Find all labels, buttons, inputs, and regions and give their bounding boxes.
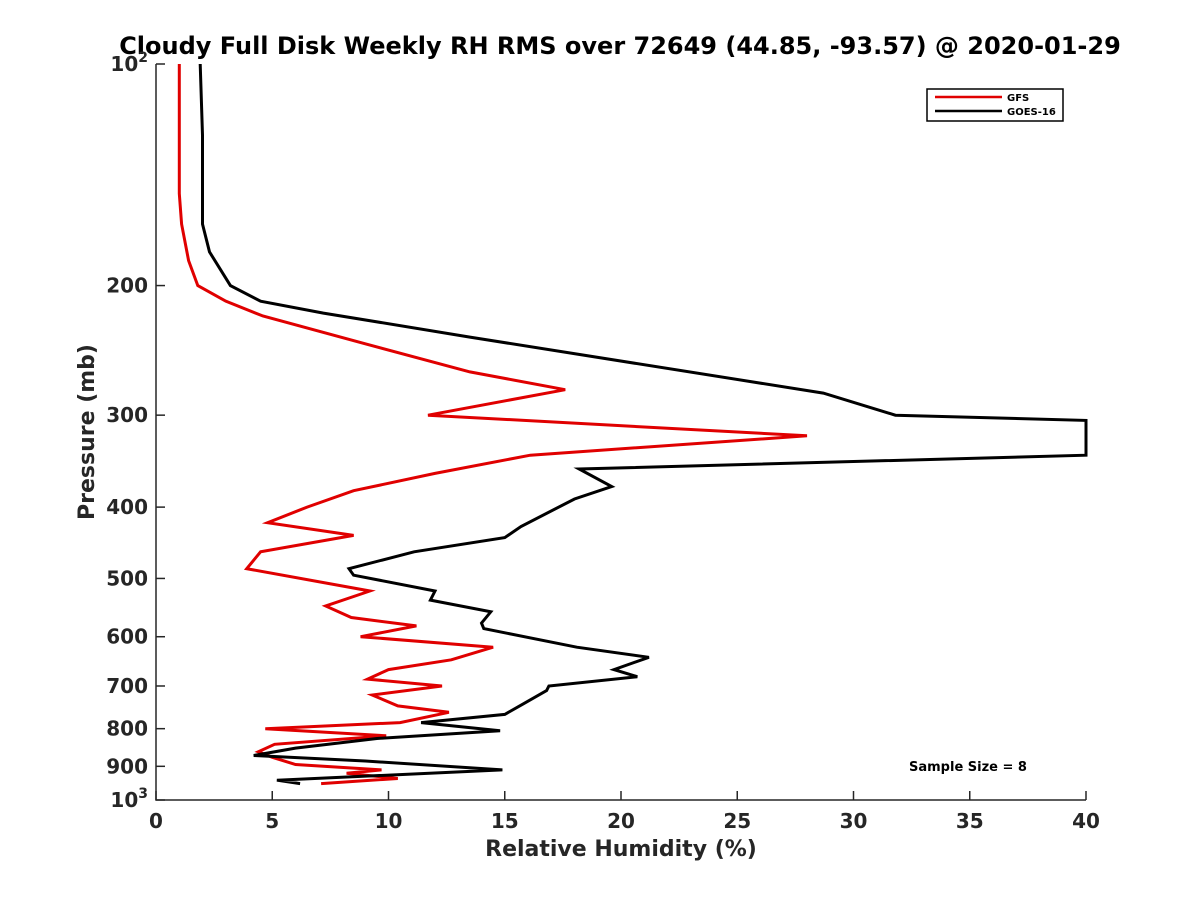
sample-size-annotation: Sample Size = 8 [909,760,1027,775]
series-line-goes16 [198,63,1088,786]
y-tick-label: 600 [106,625,148,649]
y-tick-label: 200 [106,274,148,298]
y-tick-label: 700 [106,674,148,698]
x-tick-label: 30 [840,809,868,833]
x-tick-label: 20 [607,809,635,833]
x-tick-label: 0 [149,809,163,833]
y-tick-label: 900 [106,754,148,778]
y-tick-label: 102 [110,50,148,76]
chart-title: Cloudy Full Disk Weekly RH RMS over 7264… [119,32,1121,60]
legend: GFS GOES-16 [926,88,1064,122]
series-line-gfs [177,64,808,786]
legend-box [926,88,1064,122]
y-axis-ticks: 102 200 300 400 500 600 700 800 900 103 [106,50,165,812]
x-tick-label: 15 [491,809,519,833]
x-tick-label: 25 [723,809,751,833]
y-axis-label: Pressure (mb) [75,344,100,520]
plot-lines [177,63,1088,786]
y-tick-label: 103 [110,786,148,812]
y-tick-label: 800 [106,717,148,741]
legend-entry-gfs: GFS [1007,93,1029,104]
x-tick-label: 10 [375,809,403,833]
x-tick-label: 35 [956,809,984,833]
x-axis-ticks: 0 5 10 15 20 25 30 35 40 [149,791,1100,833]
y-tick-label: 300 [106,403,148,427]
x-axis-label: Relative Humidity (%) [485,837,757,862]
legend-entry-goes16: GOES-16 [1007,107,1056,118]
y-tick-label: 400 [106,495,148,519]
x-tick-label: 5 [265,809,279,833]
y-tick-label: 500 [106,566,148,590]
x-tick-label: 40 [1072,809,1100,833]
